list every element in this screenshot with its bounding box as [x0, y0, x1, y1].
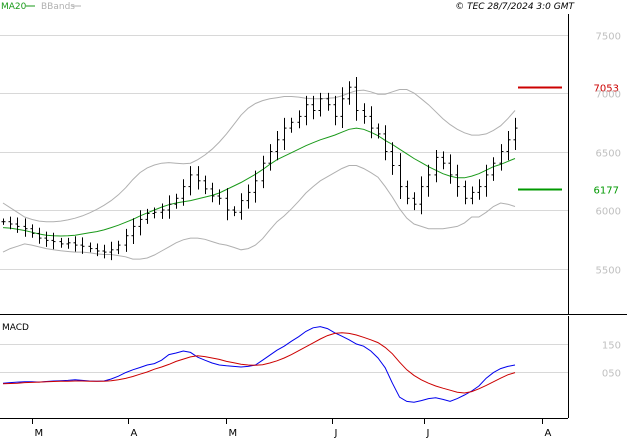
- price-y-tick-label: 7500: [596, 32, 621, 43]
- macd-lines: [2, 326, 516, 403]
- price-y-tick-label: 7000: [596, 90, 621, 101]
- ma20-line: [2, 127, 516, 237]
- x-tick-label: A: [131, 428, 138, 439]
- x-tick-label: M: [35, 428, 44, 439]
- legend-bbands: BBands: [41, 2, 75, 12]
- price-gridlines: [0, 35, 568, 270]
- price-y-tick-label: 5500: [596, 266, 621, 277]
- x-tick-label: J: [426, 428, 430, 439]
- macd-gridlines: [0, 344, 568, 373]
- x-tick-label: M: [229, 428, 238, 439]
- price-y-ticks: 7500 7000 6500 6000 5500: [596, 32, 621, 277]
- x-tick-label: J: [334, 428, 338, 439]
- macd-y-tick-label: 150: [602, 341, 621, 352]
- legend-ma20: MA20: [1, 2, 27, 12]
- price-y-tick-label: 6000: [596, 207, 621, 218]
- bollinger-bands: [2, 89, 516, 260]
- macd-y-ticks: 150 050: [602, 341, 621, 380]
- bband-lower-line: [2, 165, 516, 260]
- level-label: 7053: [594, 84, 619, 95]
- macd-y-tick-label: 050: [602, 369, 621, 380]
- level-label: 6177: [594, 186, 619, 197]
- level-lines: 7053 6177: [518, 84, 619, 197]
- price-bars: [1, 77, 518, 261]
- price-y-tick-label: 6500: [596, 149, 621, 160]
- ma20-path: [2, 127, 516, 237]
- x-tick-label: A: [545, 428, 552, 439]
- macd-signal-line: [2, 332, 516, 394]
- bband-upper-line: [2, 89, 516, 223]
- macd-title: MACD: [2, 323, 29, 333]
- copyright-text: © TEC 28/7/2024 3:0 GMT: [455, 2, 575, 12]
